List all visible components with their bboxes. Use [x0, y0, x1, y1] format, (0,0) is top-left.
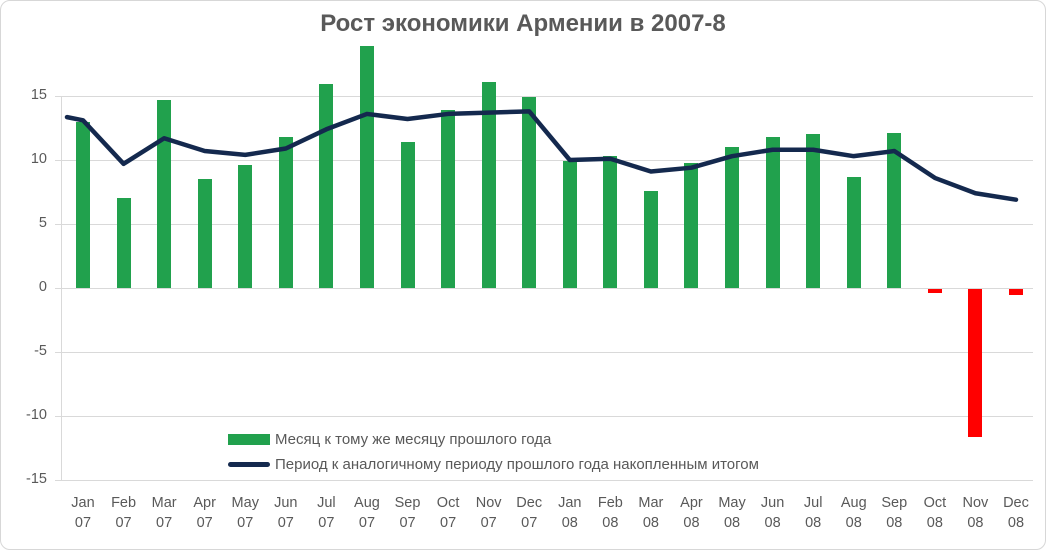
bar-aug-07 [359, 46, 374, 288]
x-axis-label-nov-08: Nov 08 [962, 495, 989, 531]
x-axis-label-feb-08: Feb 08 [597, 495, 623, 531]
y-axis-tick-label: 5 [38, 215, 47, 231]
grid-line [55, 223, 1033, 225]
y-axis-tick-label: -10 [26, 407, 47, 423]
bar-jul-07 [319, 84, 334, 288]
y-axis-tick-label: -15 [26, 471, 47, 487]
legend-line-swatch [228, 462, 270, 467]
x-axis-label-jul-08: Jul 08 [803, 495, 823, 531]
x-axis-label-aug-08: Aug 08 [840, 495, 867, 531]
bar-jun-07 [278, 136, 293, 288]
x-axis-label-feb-07: Feb 07 [111, 495, 137, 531]
bar-oct-07 [441, 110, 456, 288]
bar-dec-08 [1008, 289, 1023, 296]
bar-apr-08 [684, 162, 699, 288]
x-axis-label-oct-07: Oct 07 [436, 495, 460, 531]
bar-jul-08 [806, 134, 821, 288]
legend-label-monthly: Месяц к тому же месяцу прошлого года [275, 431, 552, 448]
x-axis-label-dec-08: Dec 08 [1003, 495, 1029, 531]
bar-feb-08 [603, 156, 618, 288]
bar-oct-08 [927, 289, 942, 293]
x-axis-label-jun-08: Jun 08 [760, 495, 785, 531]
x-axis-label-dec-07: Dec 07 [516, 495, 543, 531]
legend-bar-swatch [228, 434, 270, 445]
bar-apr-07 [197, 179, 212, 288]
y-axis-tick-label: 15 [30, 87, 47, 103]
y-axis-line [61, 96, 62, 480]
grid-line [55, 351, 1033, 353]
x-axis-label-oct-08: Oct 08 [923, 495, 947, 531]
bar-jun-08 [765, 136, 780, 288]
bar-mar-07 [157, 99, 172, 288]
bar-dec-07 [522, 97, 537, 288]
x-axis-label-mar-07: Mar 07 [151, 495, 177, 531]
x-axis-label-jun-07: Jun 07 [274, 495, 298, 531]
bar-may-08 [725, 147, 740, 288]
bar-nov-07 [481, 81, 496, 288]
grid-line [55, 159, 1033, 161]
grid-line [55, 479, 1033, 481]
y-axis-tick-label: -5 [34, 343, 47, 359]
x-axis-label-apr-07: Apr 07 [193, 495, 216, 531]
x-axis-label-may-07: May 07 [231, 495, 259, 531]
x-axis-label-mar-08: Mar 08 [638, 495, 664, 531]
grid-line [55, 415, 1033, 417]
x-axis-label-sep-07: Sep 07 [394, 495, 421, 531]
grid-line [55, 95, 1033, 97]
bar-mar-08 [643, 190, 658, 288]
x-axis-label-apr-08: Apr 08 [680, 495, 703, 531]
bar-jan-08 [562, 161, 577, 288]
chart-title: Рост экономики Армении в 2007-8 [320, 10, 726, 37]
bar-aug-08 [846, 176, 861, 288]
x-axis-label-may-08: May 08 [718, 495, 746, 531]
y-axis-tick-label: 0 [38, 279, 47, 295]
legend: Месяц к тому же месяцу прошлого года Пер… [228, 427, 759, 477]
x-axis-label-jan-07: Jan 07 [71, 495, 95, 531]
y-axis-tick-label: 10 [30, 151, 47, 167]
legend-item-cumulative: Период к аналогичному периоду прошлого г… [228, 452, 759, 477]
bar-nov-08 [968, 289, 983, 438]
bar-sep-08 [887, 133, 902, 288]
legend-label-cumulative: Период к аналогичному периоду прошлого г… [275, 456, 759, 473]
bar-feb-07 [116, 198, 131, 288]
grid-line [55, 287, 1033, 289]
x-axis-label-nov-07: Nov 07 [475, 495, 502, 531]
bar-may-07 [238, 165, 253, 288]
bar-jan-07 [76, 121, 90, 288]
legend-item-monthly: Месяц к тому же месяцу прошлого года [228, 427, 759, 452]
x-axis-label-jul-07: Jul 07 [317, 495, 336, 531]
x-axis-label-sep-08: Sep 08 [881, 495, 908, 531]
x-axis-label-aug-07: Aug 07 [354, 495, 380, 531]
bar-sep-07 [400, 142, 415, 288]
x-axis-label-jan-08: Jan 08 [558, 495, 582, 531]
